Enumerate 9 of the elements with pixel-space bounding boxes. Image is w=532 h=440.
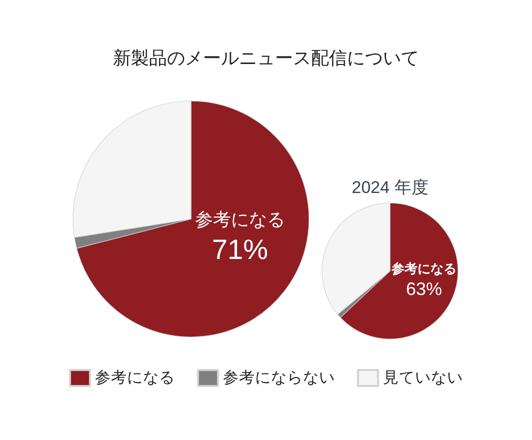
legend-label: 参考になる (95, 368, 175, 386)
legend-label: 参考にならない (223, 368, 335, 386)
data-label: 63% (406, 278, 442, 299)
chart-title: 新製品のメールニュース配信について (113, 48, 419, 68)
slice-label: 参考になる (194, 210, 285, 230)
legend-label: 見ていない (383, 370, 463, 386)
chart-title: 2024 年度 (352, 178, 428, 197)
data-label: 71% (212, 234, 268, 266)
slice-label: 参考になる (390, 260, 456, 276)
